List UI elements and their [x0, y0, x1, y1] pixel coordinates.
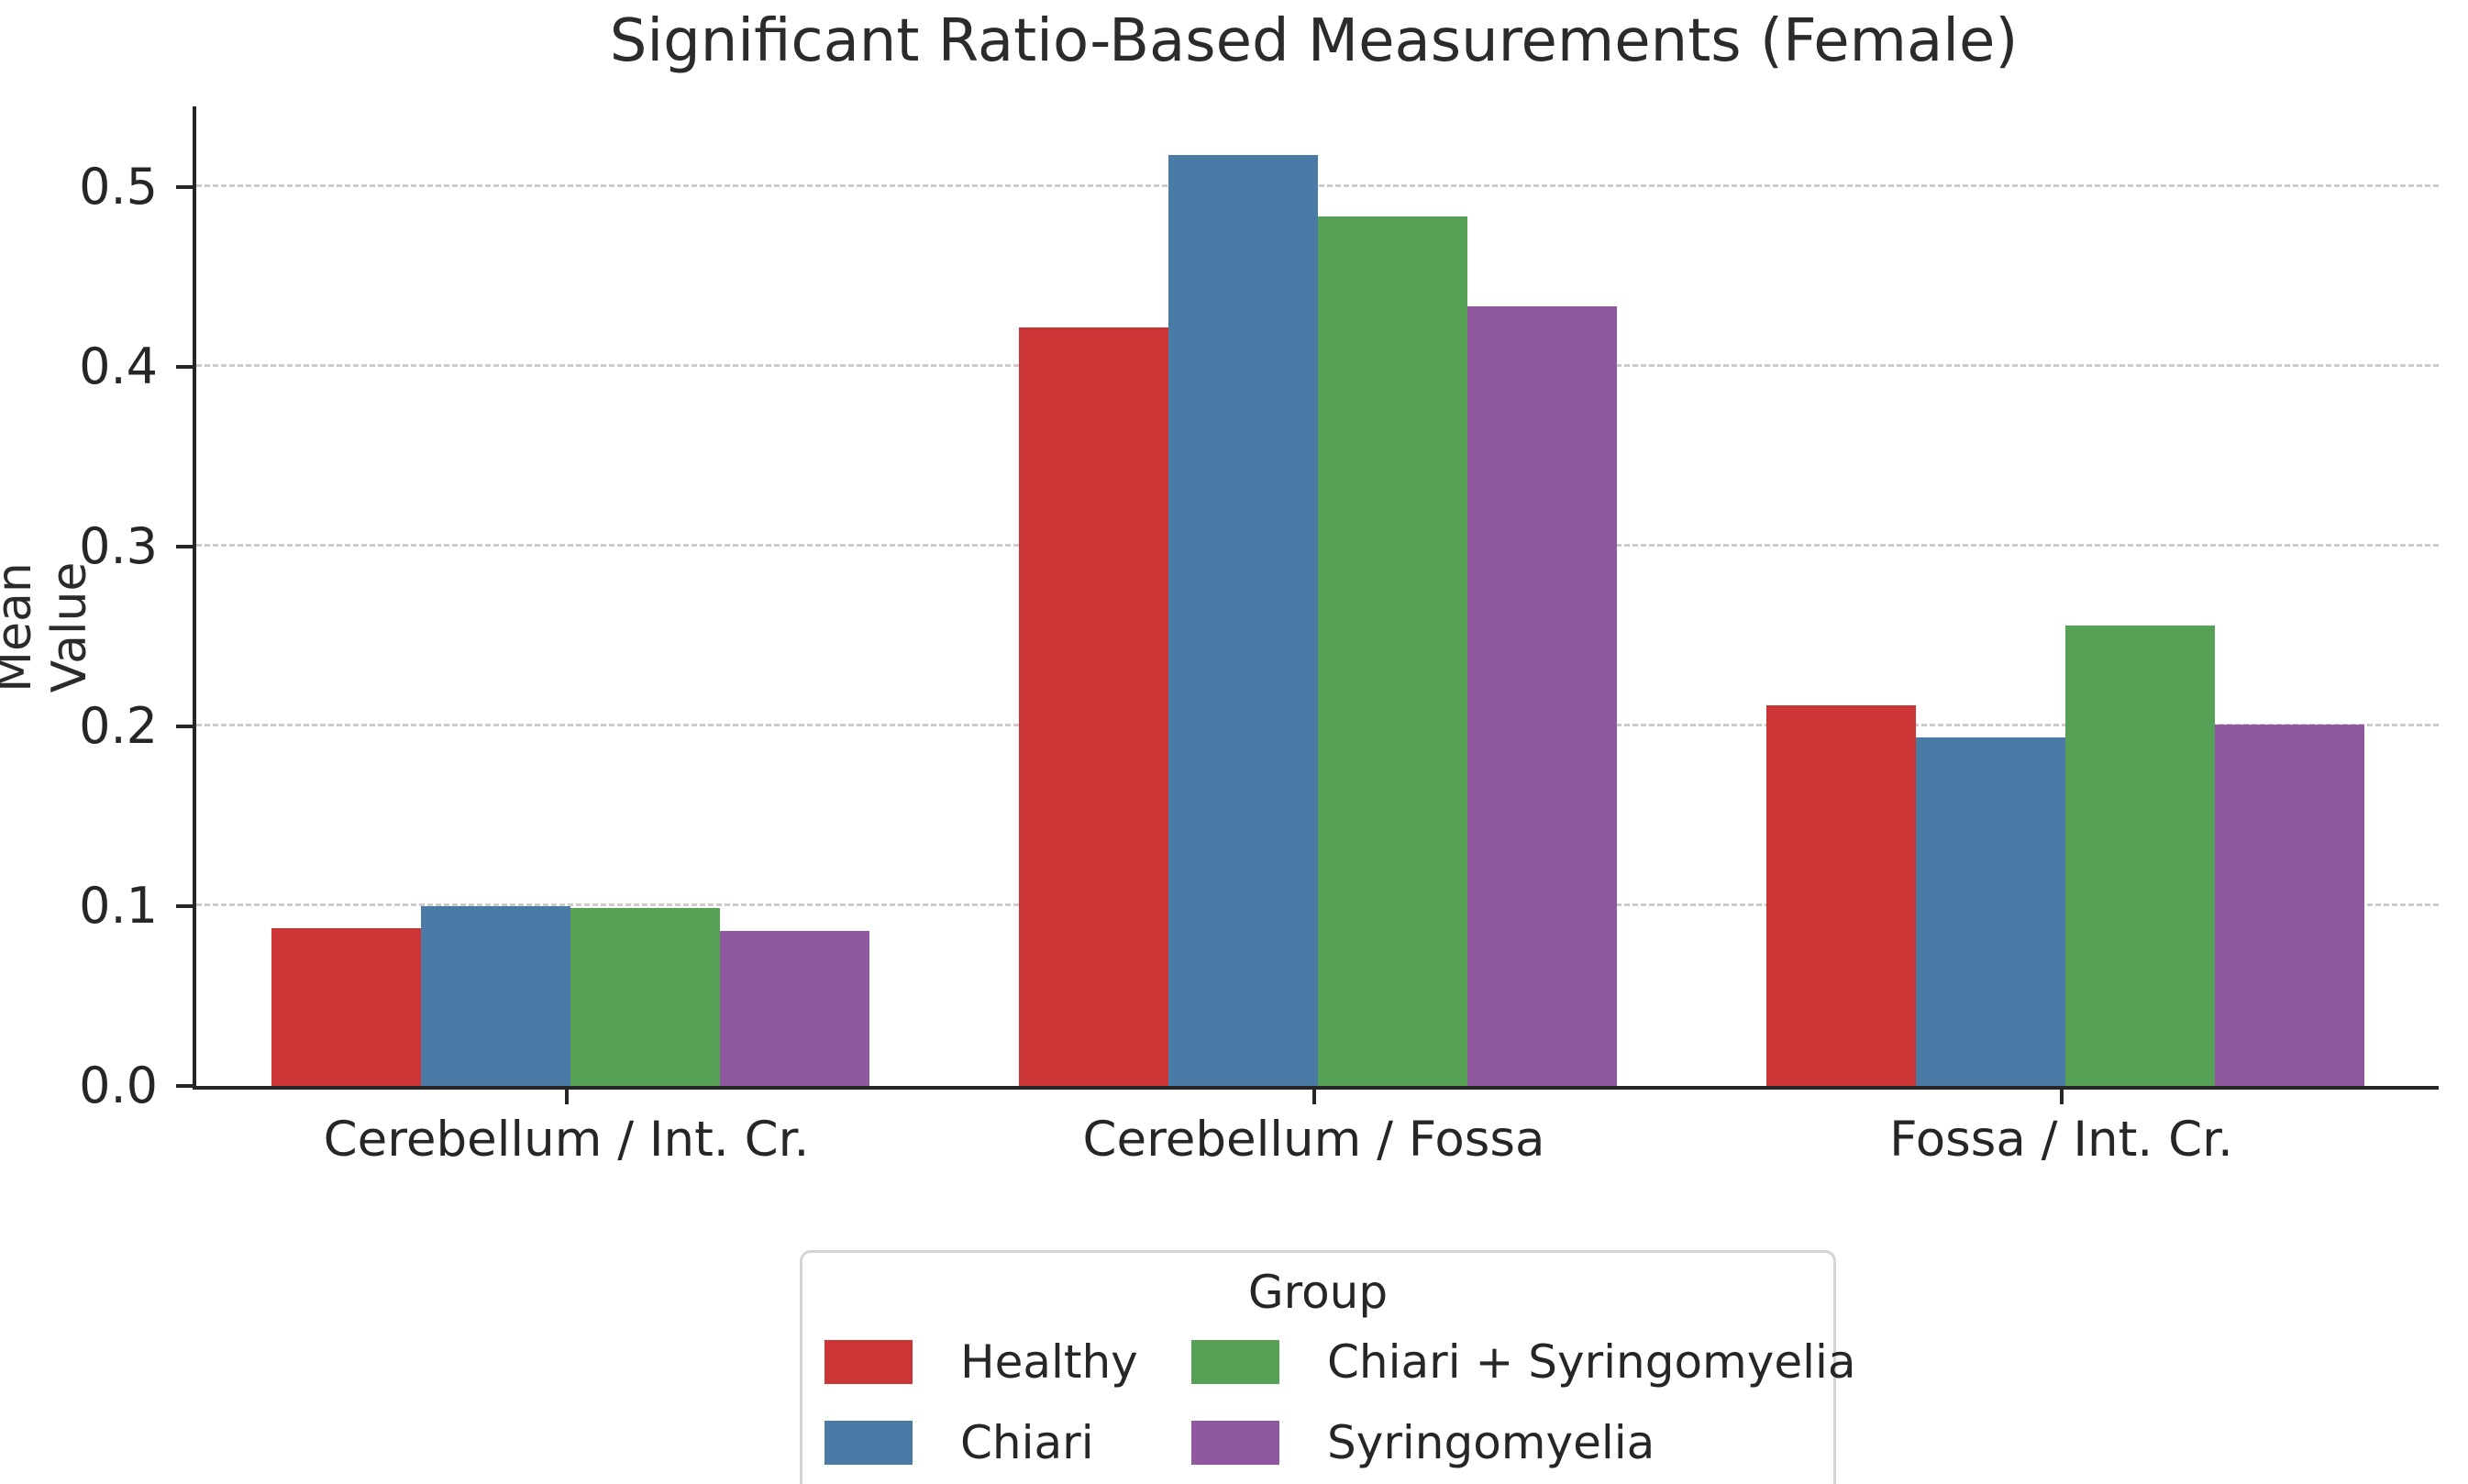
- y-tick-label-0.1: 0.1: [79, 877, 158, 936]
- y-tick-label-0.4: 0.4: [79, 338, 158, 396]
- legend-swatch-icon: [1191, 1421, 1279, 1465]
- y-tick-label-0.2: 0.2: [79, 697, 158, 756]
- legend-item-chiari-syringomyelia: Chiari + Syringomyelia: [1191, 1335, 1856, 1389]
- legend-swatch-icon: [825, 1421, 913, 1465]
- x-tick-mark-2: [2059, 1090, 2064, 1104]
- legend-label: Chiari + Syringomyelia: [1327, 1335, 1856, 1389]
- y-tick-label-0.0: 0.0: [79, 1057, 158, 1114]
- bar-chiari-cat1: [1168, 154, 1318, 1086]
- legend-label: Syringomyelia: [1327, 1416, 1655, 1469]
- legend-title: Group: [1247, 1266, 1389, 1319]
- x-tick-label-0: Cerebellum / Int. Cr.: [323, 1112, 810, 1168]
- legend-label: Chiari: [960, 1416, 1094, 1469]
- y-tick-mark-0.2: [176, 725, 193, 729]
- bar-chiari-syringomyelia-cat1: [1317, 216, 1467, 1086]
- legend-items: Healthy Chiari + Syringomyelia Chiari Syrin…: [825, 1335, 1856, 1469]
- bar-syringomyelia-cat2: [2214, 725, 2364, 1086]
- bar-healthy-cat2: [1765, 704, 1916, 1086]
- bar-chiari-syringomyelia-cat0: [570, 908, 720, 1086]
- bar-chiari-cat0: [420, 906, 570, 1086]
- x-tick-mark-1: [1311, 1090, 1316, 1104]
- x-tick-mark-0: [564, 1090, 569, 1104]
- y-tick-mark-0.3: [176, 545, 193, 549]
- bar-syringomyelia-cat0: [719, 931, 869, 1086]
- bar-chiari-cat2: [1915, 736, 2065, 1086]
- bar-healthy-cat0: [271, 927, 421, 1086]
- bar-syringomyelia-cat1: [1466, 305, 1617, 1086]
- y-tick-mark-0.1: [176, 904, 193, 909]
- y-tick-mark-0.4: [176, 365, 193, 370]
- legend-item-syringomyelia: Syringomyelia: [1191, 1416, 1856, 1469]
- legend-swatch-icon: [1191, 1340, 1279, 1384]
- legend-item-chiari: Chiari: [825, 1416, 1191, 1469]
- y-tick-label-0.5: 0.5: [79, 158, 158, 216]
- legend-label: Healthy: [960, 1335, 1138, 1389]
- x-tick-label-1: Cerebellum / Fossa: [1082, 1112, 1545, 1168]
- y-tick-mark-0.5: [176, 185, 193, 190]
- bar-healthy-cat1: [1018, 327, 1168, 1086]
- y-tick-mark-0.0: [176, 1084, 193, 1088]
- y-tick-label-0.3: 0.3: [79, 517, 158, 576]
- plot-area: [193, 106, 2439, 1090]
- legend-swatch-icon: [825, 1340, 913, 1384]
- legend: Group Healthy Chiari + Syringomyelia Chiar…: [800, 1250, 1856, 1484]
- x-tick-label-2: Fossa / Int. Cr.: [1889, 1112, 2233, 1168]
- chart-title: Significant Ratio-Based Measurements (Fe…: [609, 7, 2019, 75]
- gridline-0.5: [196, 184, 2439, 188]
- bar-chiari-syringomyelia-cat2: [2064, 626, 2215, 1086]
- legend-item-healthy: Healthy: [825, 1335, 1191, 1389]
